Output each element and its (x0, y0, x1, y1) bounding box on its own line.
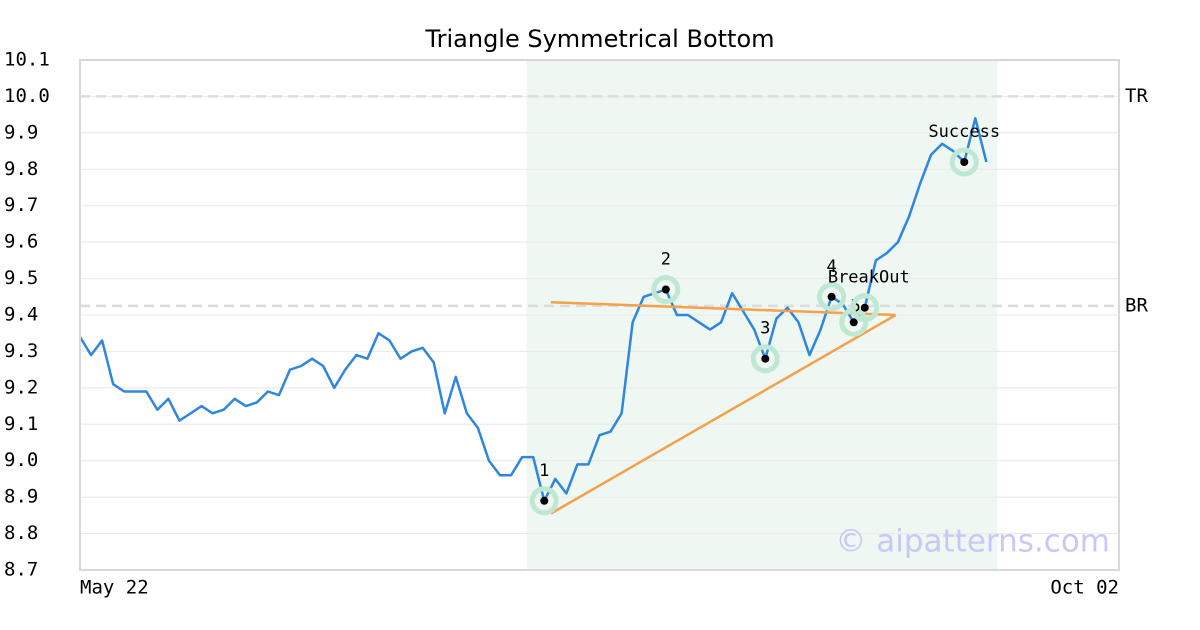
y-tick-label: 8.8 (4, 522, 38, 544)
y-tick-label: 9.2 (4, 376, 38, 398)
point-dot (661, 285, 670, 294)
point-halo (817, 282, 847, 312)
y-tick-label: 9.4 (4, 304, 38, 326)
y-tick-label: 8.9 (4, 486, 38, 508)
point-halo (750, 344, 780, 374)
point-label: BreakOut (828, 268, 910, 288)
y-tick-label: 9.7 (4, 194, 38, 216)
y-tick-label: 9.9 (4, 121, 38, 143)
x-tick-label: May 22 (80, 577, 149, 599)
trend-line (550, 313, 897, 515)
y-tick-label: 9.8 (4, 158, 38, 180)
point-dot (827, 292, 836, 301)
level-label: BR (1125, 294, 1148, 316)
point-label: 4 (826, 257, 836, 277)
y-tick-label: 9.3 (4, 340, 38, 362)
point-halo (651, 275, 681, 304)
point-halo (529, 486, 559, 516)
chart-title: Triangle Symmetrical Bottom (424, 25, 774, 53)
point-halo (850, 293, 880, 323)
y-tick-label: 10.0 (4, 85, 50, 107)
y-tick-label: 9.0 (4, 449, 38, 471)
point-dot (960, 158, 969, 166)
y-tick-label: 9.1 (4, 413, 38, 435)
point-dot (761, 354, 770, 363)
point-label: 5 (851, 296, 861, 316)
point-dot (849, 318, 858, 327)
y-tick-label: 9.5 (4, 267, 38, 289)
y-tick-label: 10.1 (4, 49, 50, 71)
plot-frame (79, 59, 1120, 571)
point-dot (860, 303, 869, 312)
point-label: Success (928, 122, 1000, 142)
point-label: 3 (760, 319, 770, 339)
level-label: TR (1125, 85, 1148, 107)
point-label: 1 (539, 461, 549, 481)
point-halo (949, 147, 979, 177)
watermark: © aipatterns.com (835, 524, 1110, 560)
y-tick-label: 8.7 (4, 559, 38, 581)
x-tick-label: Oct 02 (1050, 577, 1119, 599)
price-line (78, 117, 988, 503)
point-label: 2 (661, 250, 671, 270)
point-dot (540, 496, 549, 505)
y-tick-label: 9.6 (4, 231, 38, 253)
trend-line (550, 301, 896, 317)
